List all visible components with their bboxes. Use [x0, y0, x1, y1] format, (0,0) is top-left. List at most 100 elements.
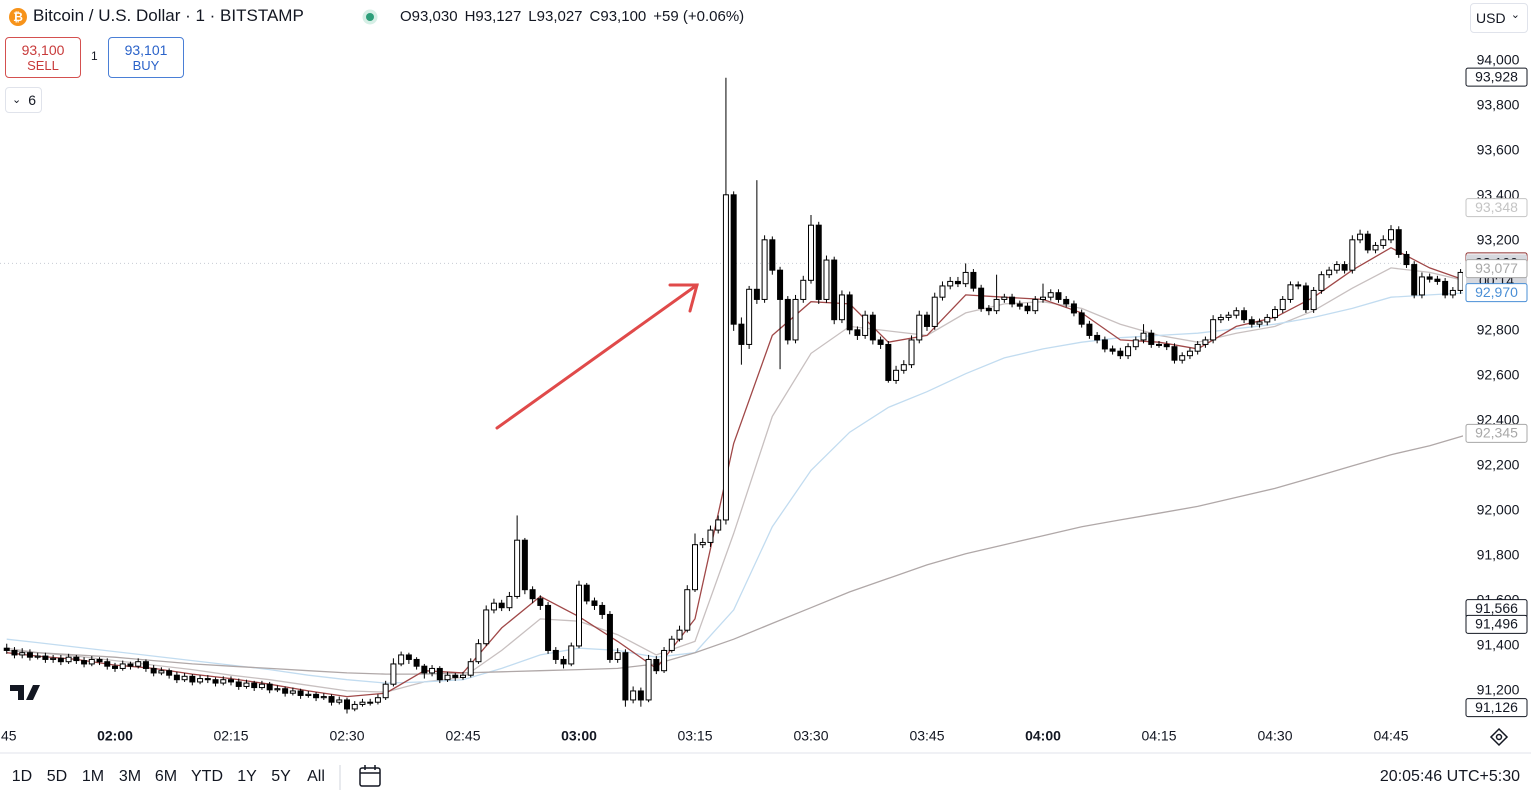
candle-body	[862, 314, 869, 336]
currency: USD	[1476, 10, 1506, 26]
candle-body	[738, 323, 745, 345]
candle-body	[65, 656, 72, 663]
candle-body	[444, 674, 451, 681]
price-label: 92,970	[1475, 284, 1518, 300]
candle-body	[568, 645, 575, 665]
ohlc-value: 93,030	[411, 8, 458, 25]
candle-body	[529, 589, 536, 600]
indicators-count: 6	[28, 92, 36, 108]
candle-body	[344, 699, 350, 710]
candle-body	[382, 683, 389, 699]
symbol-title: Bitcoin / U.S. Dollar · 1 · BITSTAMP	[33, 6, 304, 25]
range-button[interactable]: YTD	[191, 768, 223, 785]
price-label: 91,496	[1475, 616, 1518, 632]
candle-body	[498, 602, 505, 609]
candle-body	[1364, 233, 1371, 251]
candle-body	[235, 681, 242, 687]
candle-body	[88, 658, 95, 665]
candle-body	[367, 701, 374, 704]
candle-body	[1241, 310, 1248, 321]
indicators-toggle[interactable]: ⌄ 6	[5, 87, 42, 113]
candle-body	[869, 314, 876, 341]
candle-body	[1318, 274, 1325, 291]
y-tick-label: 92,600	[1477, 367, 1520, 383]
candle-body	[676, 629, 683, 640]
candle-body	[599, 604, 606, 615]
x-tick-label: 04:45	[1373, 728, 1408, 744]
candle-body	[761, 239, 768, 300]
candle-body	[924, 314, 930, 327]
candle-body	[398, 654, 405, 665]
candle-body	[730, 194, 737, 325]
candle-body	[954, 280, 961, 285]
candle-body	[1372, 244, 1379, 251]
candle-body	[885, 343, 892, 381]
price-label-box	[1465, 614, 1528, 634]
x-tick-label: 02:45	[445, 728, 480, 744]
candle-body	[552, 649, 559, 660]
candle-body	[637, 690, 644, 701]
candle-body	[1380, 239, 1387, 246]
candle-body	[653, 658, 660, 672]
candle-body	[908, 339, 915, 366]
candle-body	[1194, 343, 1201, 352]
y-tick-label: 93,200	[1477, 232, 1520, 248]
candle-body	[119, 663, 126, 669]
candle-body	[1279, 298, 1286, 311]
candle-body	[622, 652, 629, 701]
candle-body	[452, 674, 459, 678]
candle-body	[1349, 239, 1356, 271]
candle-body	[1295, 284, 1302, 287]
candle-body	[112, 665, 118, 669]
candle-body	[854, 329, 861, 336]
sell-button[interactable]: 93,100 SELL	[5, 37, 81, 78]
candle-body	[328, 696, 335, 703]
candle-body	[1063, 298, 1070, 305]
sell-price: 93,100	[21, 42, 65, 58]
price-label: 92,345	[1475, 425, 1518, 441]
range-button[interactable]: All	[307, 768, 325, 785]
candle-body	[405, 654, 412, 660]
range-button[interactable]: 6M	[154, 768, 178, 785]
moving-average	[6, 435, 1463, 675]
candle-body	[1009, 296, 1016, 305]
ohlc-value: 93,127	[475, 8, 522, 25]
y-tick-label: 91,200	[1477, 682, 1520, 698]
candle-body	[1418, 276, 1425, 296]
buy-button[interactable]: 93,101 BUY	[108, 37, 184, 78]
annotation-arrow	[495, 283, 699, 430]
candle-body	[769, 239, 776, 271]
candle-body	[1341, 264, 1348, 271]
candle-body	[1156, 343, 1162, 346]
candle-body	[1186, 350, 1193, 357]
candle-body	[135, 661, 142, 667]
range-button[interactable]: 5D	[46, 768, 68, 785]
candle-body	[212, 679, 219, 684]
candle-body	[1094, 334, 1101, 341]
candle-body	[1125, 346, 1132, 357]
candle-body	[390, 663, 397, 685]
candle-body	[591, 600, 598, 606]
settings-icon[interactable]	[1489, 727, 1509, 747]
candle-body	[939, 285, 946, 298]
logo	[10, 685, 40, 700]
x-tick-label: 03:30	[793, 728, 828, 744]
currency-select[interactable]: USD ⌄	[1470, 3, 1528, 33]
candle-body	[1179, 355, 1186, 361]
y-tick-label: 92,800	[1477, 322, 1520, 338]
candle-body	[266, 683, 273, 691]
range-button[interactable]: 3M	[118, 768, 142, 785]
range-button[interactable]: 5Y	[271, 768, 291, 785]
candle-body	[707, 529, 714, 543]
candle-body	[931, 296, 938, 327]
candle-body	[104, 661, 111, 667]
range-button[interactable]: 1Y	[237, 768, 257, 785]
date-range-icon[interactable]	[359, 765, 381, 787]
price-label-box	[1465, 259, 1528, 279]
ohlc-key: C	[589, 8, 601, 25]
range-button[interactable]: 1D	[11, 768, 33, 785]
range-button[interactable]: 1M	[81, 768, 105, 785]
price-label: 91,126	[1475, 699, 1518, 715]
